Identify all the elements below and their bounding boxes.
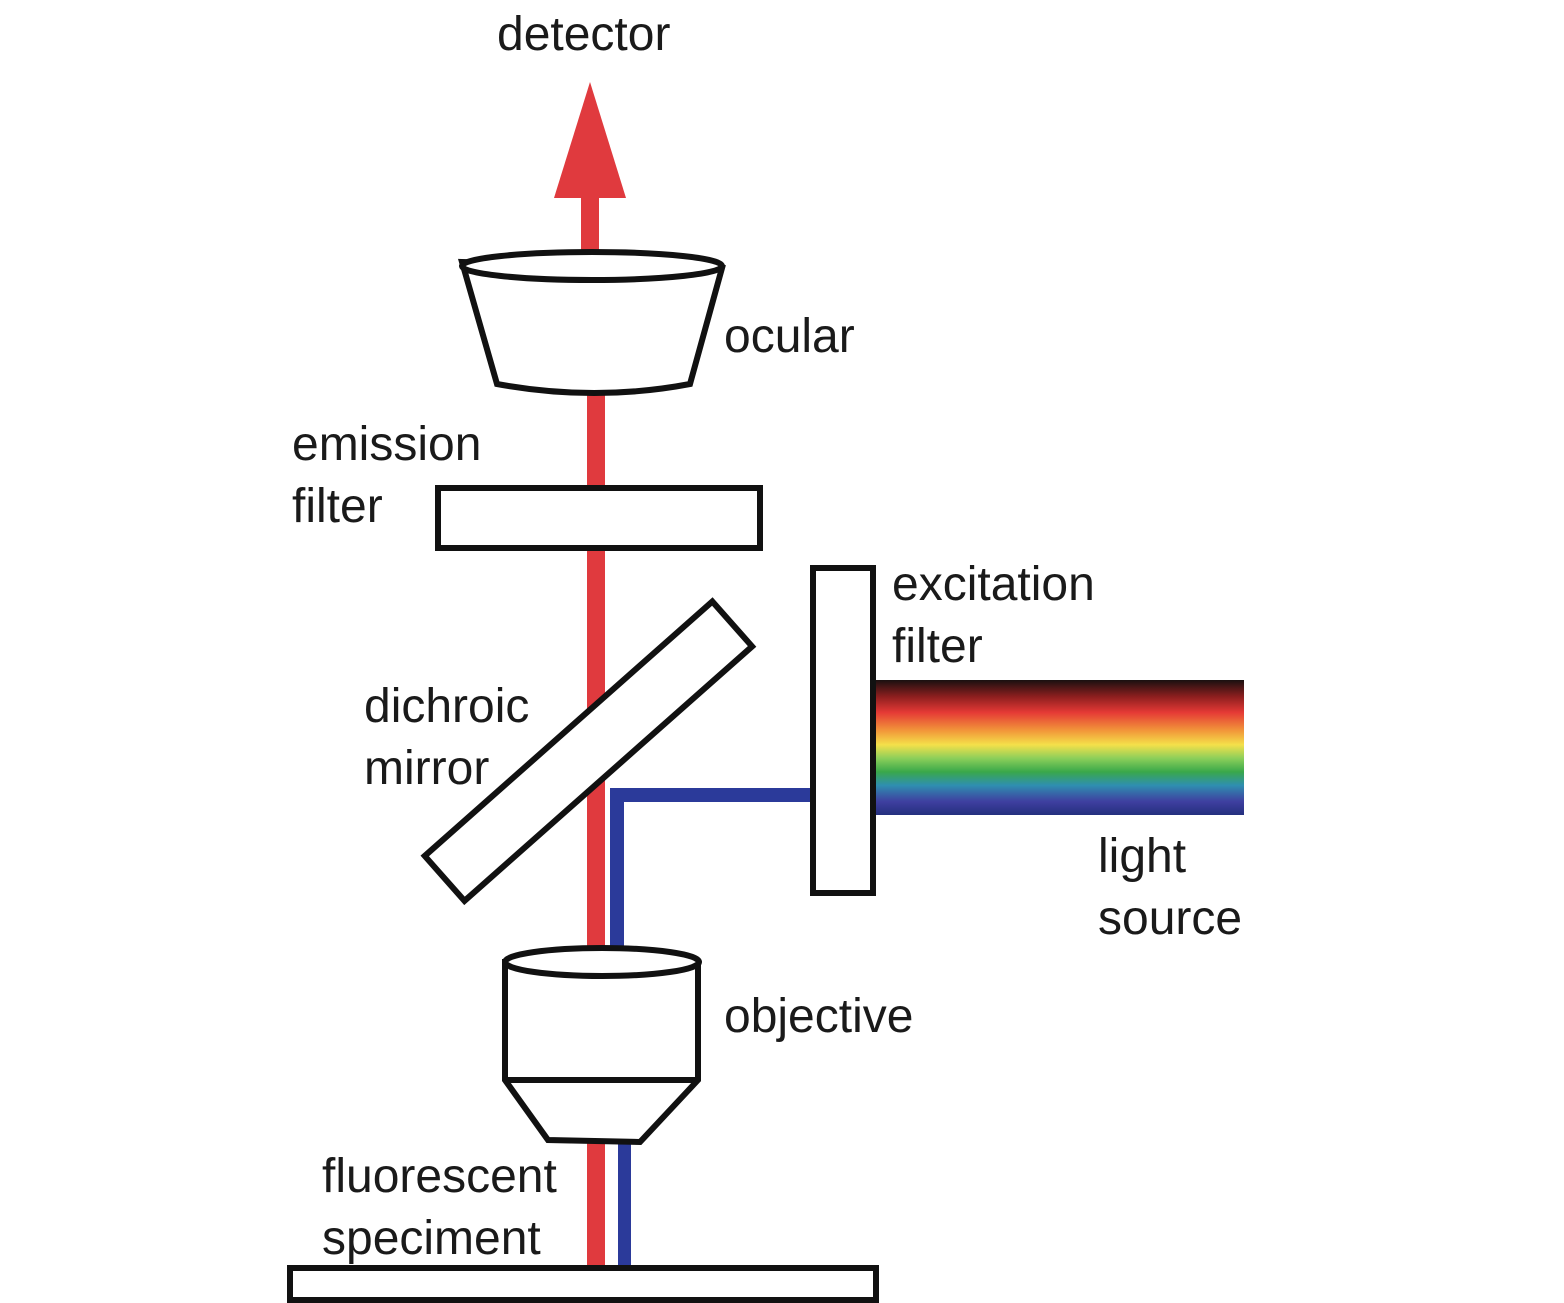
objective [502,945,702,1146]
dichroic-mirror-label: dichroic mirror [364,680,543,795]
ocular [457,249,726,396]
fluorescent-specimen-label: fluorescent speciment [322,1150,570,1265]
excitation-light-path [610,788,813,1265]
emission-filter [435,485,763,551]
dichroic-mirror [420,597,757,906]
objective-label: objective [724,990,913,1043]
excitation-filter [810,565,876,896]
detector-label: detector [497,8,670,61]
light-source-spectrum [872,680,1244,815]
emission-filter-label: emission filter [292,418,495,533]
specimen-slide [287,1265,879,1303]
excitation-filter-label: excitation filter [892,558,1108,673]
light-source-label: light source [1098,830,1242,945]
ocular-label: ocular [724,310,855,363]
detector-arrow [554,82,626,198]
